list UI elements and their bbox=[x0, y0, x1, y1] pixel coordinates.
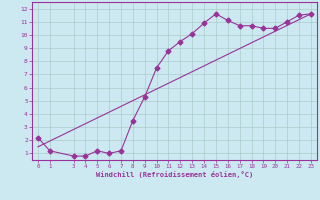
X-axis label: Windchill (Refroidissement éolien,°C): Windchill (Refroidissement éolien,°C) bbox=[96, 171, 253, 178]
